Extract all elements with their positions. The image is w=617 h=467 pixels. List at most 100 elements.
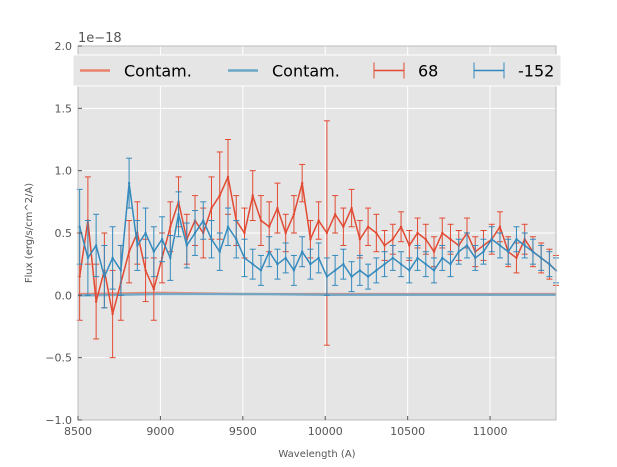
data-point [243,231,246,235]
data-point [441,231,444,235]
data-point [391,256,395,260]
data-point [284,231,287,235]
data-point [268,225,271,228]
y-offset-label: 1e−18 [78,31,122,46]
data-point [292,269,296,272]
data-point [259,269,263,272]
data-point [465,244,469,247]
data-point [111,256,114,260]
data-point [457,250,460,253]
data-point [86,256,90,260]
data-point [474,256,477,260]
y-tick-label: 2.0 [55,40,73,53]
data-point [309,262,312,266]
y-tick-label: 0.0 [55,289,73,302]
data-point [103,275,106,278]
x-tick-label: 11000 [473,425,508,438]
data-point [243,256,246,260]
data-point [399,225,403,228]
data-point [490,238,493,241]
data-point [144,269,147,272]
data-point [432,269,436,272]
x-tick-label: 8500 [64,425,92,438]
data-point [152,250,156,253]
data-point [226,175,230,179]
y-tick-label: 1.0 [55,165,73,178]
data-point [383,262,386,266]
data-point [309,238,312,241]
data-point [317,219,320,222]
data-point [300,250,304,253]
data-point [210,238,213,241]
data-point [210,206,213,210]
data-point [366,225,370,228]
data-point [218,250,221,253]
data-point [399,262,403,266]
data-point [226,225,230,228]
data-point [317,256,320,260]
data-point [259,219,263,222]
data-point [160,238,164,241]
data-point [78,225,81,228]
data-point [152,287,156,291]
legend-label: Contam. [272,62,340,81]
data-point [358,238,362,241]
data-point [515,256,518,260]
data-point [424,238,427,241]
data-point [449,238,452,241]
data-point [300,181,304,185]
legend-label: Contam. [124,62,192,81]
data-point [408,244,411,247]
data-point [432,250,436,253]
data-point [383,244,386,247]
data-point [127,181,131,185]
data-point [251,262,254,266]
data-point [424,262,427,266]
data-point [342,262,345,266]
data-point [498,225,502,228]
data-point [276,206,279,210]
contamination-line [77,292,556,297]
data-point [523,244,526,247]
x-tick-label: 10500 [390,425,425,438]
data-point [531,250,535,253]
legend-label: -152 [518,62,554,81]
data-point [539,256,543,260]
data-point [333,213,337,216]
data-point [94,300,98,303]
data-point [416,256,419,260]
y-axis-label: Flux (erg/s/cm^2/A) [24,183,35,283]
data-point [136,244,139,247]
x-tick-label: 9500 [229,425,257,438]
data-point [482,250,485,253]
x-tick-label: 10000 [308,425,343,438]
data-point [119,269,123,272]
data-point [325,231,329,235]
data-point [193,231,197,235]
data-point [408,269,411,272]
data-point [507,250,510,253]
y-tick-label: 1.5 [55,102,73,115]
data-point [333,269,337,272]
data-point [416,231,419,235]
data-point [169,256,172,260]
data-point [548,262,551,266]
data-point [127,250,131,253]
data-point [218,194,221,197]
data-point [358,269,362,272]
data-point [391,238,395,241]
data-point [202,219,205,222]
y-tick-label: −1.0 [45,414,72,427]
data-point [350,275,353,278]
data-point [185,244,188,247]
data-point [276,262,279,266]
data-point [325,275,329,278]
data-point [498,244,502,247]
data-point [375,231,378,235]
data-point [251,194,254,197]
data-point [94,244,98,247]
data-point [78,275,81,278]
data-point [144,231,147,235]
